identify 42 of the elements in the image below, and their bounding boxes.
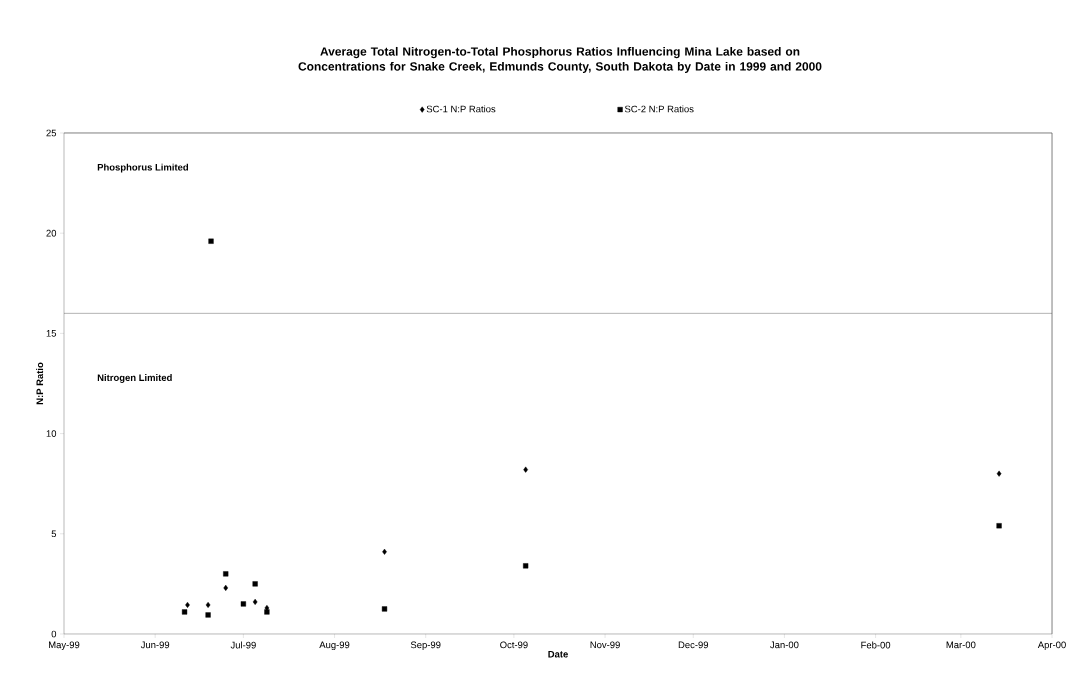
point	[264, 609, 270, 615]
x-tick-label: Apr-00	[1037, 641, 1066, 651]
x-tick-label: Mar-00	[946, 641, 976, 649]
x-tick-label: Nov-99	[590, 641, 620, 649]
legend-label: SC-1 N:P Ratios	[426, 105, 496, 113]
x-tick-label: Feb-00	[861, 641, 891, 649]
y-tick-label: 15	[46, 330, 57, 337]
y-tick-label: 20	[46, 229, 57, 237]
point	[523, 466, 528, 473]
x-tick-label: Jan-00	[770, 641, 799, 649]
point	[996, 470, 1002, 477]
y-axis-title: N:P Ratio	[36, 362, 44, 405]
x-tick-label: Jun-99	[140, 641, 170, 649]
point	[523, 563, 529, 569]
annotation: Phosphorus Limited	[97, 163, 189, 173]
chart-title: Average Total Nitrogen-to-Total Phosphorus Ratios Influencing Mina Lake based on Concentrations for Snake Creek, Edmunds County, South Dakota by Date in 1999 and 2000	[298, 46, 822, 74]
x-tick-label: Aug-99	[319, 641, 350, 651]
x-tick-label: May-99	[49, 641, 80, 651]
point	[240, 601, 246, 607]
point	[223, 584, 229, 591]
point	[205, 612, 211, 618]
x-tick-label: Dec-99	[678, 641, 709, 649]
x-tick-label: Sep-99	[410, 641, 441, 651]
y-tick-label: 0	[51, 630, 57, 638]
point	[185, 601, 190, 608]
x-tick-label: Jul-99	[230, 641, 256, 649]
y-tick-label: 10	[46, 430, 57, 437]
point	[181, 609, 188, 615]
point	[205, 601, 211, 608]
y-tick-label: 25	[46, 129, 57, 137]
y-tick-label: 5	[51, 530, 57, 538]
point	[208, 238, 214, 244]
point	[223, 571, 229, 577]
x-axis-title: Date	[548, 650, 568, 658]
point	[996, 523, 1002, 529]
point	[252, 581, 258, 587]
annotation: Nitrogen Limited	[97, 374, 172, 383]
point	[382, 548, 387, 555]
point	[252, 598, 258, 605]
x-tick-label: Oct-99	[500, 641, 528, 649]
point	[381, 606, 388, 612]
legend-label: SC-2 N:P Ratios	[624, 105, 694, 113]
